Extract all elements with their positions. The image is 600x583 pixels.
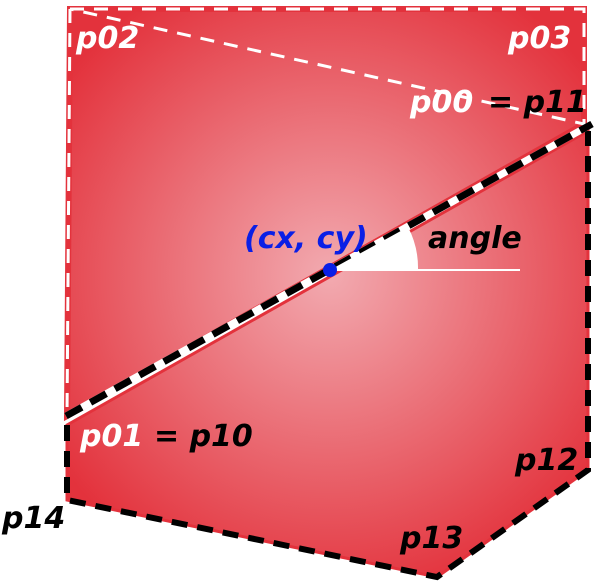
label-p14: p14: [1, 501, 65, 536]
label-angle: angle: [428, 221, 522, 256]
label-p01: p01: [79, 419, 143, 454]
upper-polygon-border-dashes: [69, 7, 586, 126]
label-p03: p03: [507, 21, 571, 56]
upper-left-border-dashes: [65, 8, 72, 417]
label-p00: p00: [409, 85, 473, 120]
label-p10: = p10: [154, 419, 253, 454]
lower-polygon-border-dashes: [64, 131, 591, 581]
label-center: (cx, cy): [244, 221, 368, 256]
center-point: [323, 263, 337, 277]
angle-wedge: [330, 227, 517, 270]
label-p11: = p11: [488, 85, 587, 120]
label-p02: p02: [75, 21, 139, 56]
label-p13: p13: [399, 521, 463, 556]
split-line-dashes: [64, 120, 594, 420]
label-p12: p12: [514, 443, 578, 478]
